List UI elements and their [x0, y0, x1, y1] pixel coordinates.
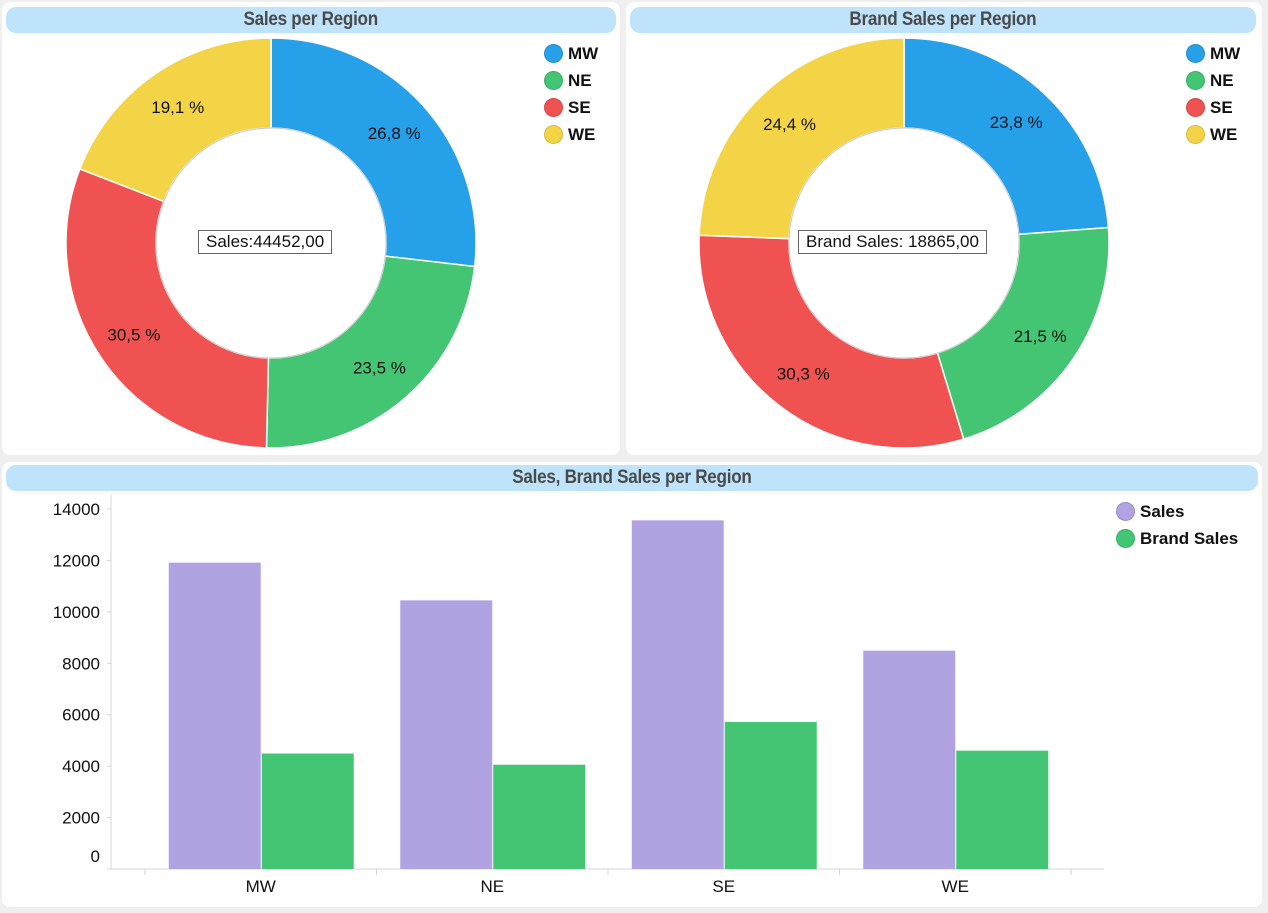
brand-sales-donut-chart: 23,8 % 21,5 % 30,3 % 24,4 % [698, 37, 1110, 449]
x-tick-label: MW [246, 877, 276, 896]
bar-brand-sales-se[interactable] [724, 722, 817, 869]
legend-item-se[interactable]: SE [544, 94, 598, 121]
legend-item-brand-sales[interactable]: Brand Sales [1116, 525, 1238, 552]
legend-item-we[interactable]: WE [1186, 121, 1240, 148]
y-tick-label: 14000 [53, 500, 100, 519]
slice-percent-label: 30,3 % [777, 365, 830, 384]
donut-center-label: Sales:44452,00 [198, 230, 333, 254]
legend-swatch-icon [544, 98, 563, 117]
bar-brand-sales-mw[interactable] [261, 753, 354, 869]
legend-swatch-icon [544, 71, 563, 90]
legend-item-we[interactable]: WE [544, 121, 598, 148]
legend-label: Brand Sales [1140, 528, 1239, 548]
y-tick-label: 8000 [62, 654, 100, 673]
legend-item-se[interactable]: SE [1186, 94, 1240, 121]
legend-label: MW [568, 43, 599, 63]
slice-percent-label: 23,8 % [990, 113, 1043, 132]
slice-percent-label: 30,5 % [107, 326, 160, 345]
legend-label: WE [1210, 124, 1238, 144]
y-tick-label: 12000 [53, 551, 100, 570]
legend-swatch-icon [544, 44, 563, 63]
chart-legend: MW NE SE WE [544, 40, 598, 148]
y-tick-label: 6000 [62, 706, 100, 725]
chart-legend: Sales Brand Sales [1116, 498, 1238, 552]
bar-chart: 14000 12000 10000 8000 6000 4000 2000 0 MW NE SE WE [53, 495, 1104, 896]
sales-brand-sales-bar-panel: Sales, Brand Sales per Region 14000 12000… [2, 462, 1262, 907]
slice-percent-label: 26,8 % [368, 124, 421, 143]
slice-percent-label: 21,5 % [1014, 327, 1067, 346]
bar-brand-sales-we[interactable] [956, 750, 1049, 869]
legend-swatch-icon [1116, 502, 1135, 521]
sales-per-region-panel: Sales per Region 26,8 % 23,5 % 30,5 % 19,1 … [2, 2, 620, 455]
legend-item-ne[interactable]: NE [1186, 67, 1240, 94]
legend-label: SE [568, 97, 591, 117]
legend-swatch-icon [1186, 71, 1205, 90]
y-tick-label: 0 [91, 847, 100, 866]
chart-legend: MW NE SE WE [1186, 40, 1240, 148]
chart-title-text: Sales per Region [243, 9, 379, 30]
legend-item-mw[interactable]: MW [1186, 40, 1240, 67]
legend-swatch-icon [1186, 98, 1205, 117]
chart-title: Sales, Brand Sales per Region [6, 465, 1258, 491]
x-tick-label: NE [480, 877, 504, 896]
chart-title-text: Brand Sales per Region [849, 9, 1037, 30]
slice-percent-label: 24,4 % [763, 115, 816, 134]
legend-item-sales[interactable]: Sales [1116, 498, 1238, 525]
legend-swatch-icon [1116, 529, 1135, 548]
bar-brand-sales-ne[interactable] [493, 764, 586, 869]
legend-item-ne[interactable]: NE [544, 67, 598, 94]
legend-label: NE [1210, 70, 1234, 90]
legend-item-mw[interactable]: MW [544, 40, 598, 67]
x-tick-label: SE [712, 877, 735, 896]
y-tick-label: 10000 [53, 603, 100, 622]
legend-label: SE [1210, 97, 1233, 117]
brand-sales-per-region-panel: Brand Sales per Region 23,8 % 21,5 % 30,3 … [626, 2, 1262, 455]
bar-sales-we[interactable] [863, 650, 956, 869]
sales-donut-chart: 26,8 % 23,5 % 30,5 % 19,1 % [65, 37, 477, 449]
chart-title: Brand Sales per Region [630, 7, 1256, 33]
legend-label: WE [568, 124, 596, 144]
bar-sales-ne[interactable] [400, 600, 493, 869]
slice-percent-label: 19,1 % [151, 98, 204, 117]
legend-swatch-icon [1186, 125, 1205, 144]
legend-swatch-icon [544, 125, 563, 144]
y-tick-label: 4000 [62, 757, 100, 776]
slice-percent-label: 23,5 % [353, 358, 406, 377]
legend-label: MW [1210, 43, 1241, 63]
legend-swatch-icon [1186, 44, 1205, 63]
legend-label: Sales [1140, 501, 1185, 521]
chart-title: Sales per Region [6, 7, 616, 33]
bar-sales-se[interactable] [631, 520, 724, 869]
legend-label: NE [568, 70, 592, 90]
x-tick-label: WE [942, 877, 969, 896]
bar-sales-mw[interactable] [168, 562, 261, 869]
donut-center-label: Brand Sales: 18865,00 [798, 230, 987, 254]
chart-title-text: Sales, Brand Sales per Region [512, 467, 752, 488]
y-tick-label: 2000 [62, 809, 100, 828]
